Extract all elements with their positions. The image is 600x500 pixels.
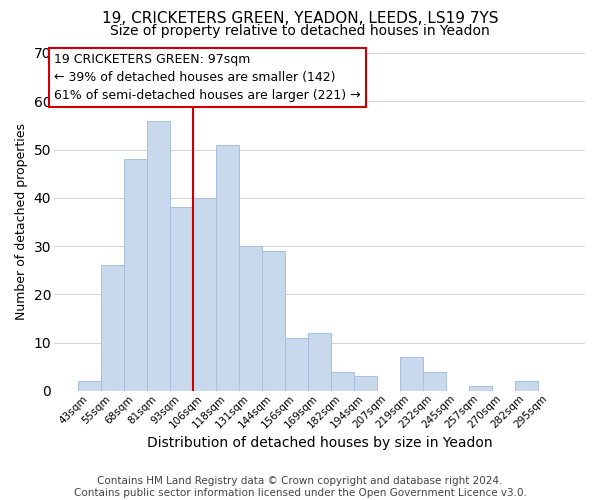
Bar xyxy=(423,372,446,391)
Text: 19 CRICKETERS GREEN: 97sqm
← 39% of detached houses are smaller (142)
61% of sem: 19 CRICKETERS GREEN: 97sqm ← 39% of deta… xyxy=(54,53,361,102)
Bar xyxy=(331,372,354,391)
Bar xyxy=(124,159,147,391)
Bar xyxy=(515,381,538,391)
Text: 19, CRICKETERS GREEN, YEADON, LEEDS, LS19 7YS: 19, CRICKETERS GREEN, YEADON, LEEDS, LS1… xyxy=(102,11,498,26)
Bar xyxy=(354,376,377,391)
Bar xyxy=(193,198,216,391)
Text: Contains HM Land Registry data © Crown copyright and database right 2024.
Contai: Contains HM Land Registry data © Crown c… xyxy=(74,476,526,498)
Bar xyxy=(285,338,308,391)
Bar xyxy=(239,246,262,391)
Bar xyxy=(101,266,124,391)
Bar xyxy=(308,333,331,391)
Bar xyxy=(216,144,239,391)
Bar xyxy=(170,208,193,391)
Bar xyxy=(78,381,101,391)
Bar xyxy=(469,386,492,391)
Bar xyxy=(147,120,170,391)
X-axis label: Distribution of detached houses by size in Yeadon: Distribution of detached houses by size … xyxy=(146,436,492,450)
Text: Size of property relative to detached houses in Yeadon: Size of property relative to detached ho… xyxy=(110,24,490,38)
Bar xyxy=(262,251,285,391)
Y-axis label: Number of detached properties: Number of detached properties xyxy=(15,124,28,320)
Bar xyxy=(400,357,423,391)
